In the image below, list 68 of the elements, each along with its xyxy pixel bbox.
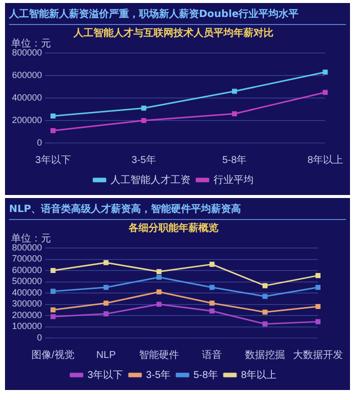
- chart-subtitle: 各细分职能年薪概览: [128, 222, 218, 234]
- point: [262, 310, 268, 315]
- point: [50, 268, 56, 274]
- legend-label: 8年以上: [240, 368, 277, 381]
- point: [50, 307, 56, 312]
- x-tick-label: 5-8年: [222, 154, 247, 166]
- chart-subtitle: 人工智能人才与互联网技术人员平均年薪对比: [72, 26, 274, 39]
- x-tick-label: NLP: [96, 350, 116, 361]
- point: [50, 314, 56, 320]
- x-tick-label: 数据挖掘: [245, 348, 286, 361]
- x-tick-label: 8年以上: [307, 154, 343, 166]
- x-tick-label: 智能硬件: [139, 348, 180, 361]
- point: [209, 284, 215, 290]
- y-axis-title: 单位：元: [11, 38, 51, 50]
- point: [209, 262, 215, 267]
- y-tick-label: 600000: [12, 70, 42, 80]
- x-tick-label: 3年以下: [35, 154, 71, 166]
- point: [232, 88, 238, 94]
- y-tick-label: 700000: [12, 254, 42, 264]
- legend-label: 行业平均: [214, 174, 254, 186]
- point: [50, 128, 56, 134]
- point: [156, 274, 162, 280]
- point: [322, 90, 328, 95]
- point: [156, 302, 162, 307]
- legend-label: 3-5年: [146, 368, 170, 381]
- point: [104, 260, 109, 266]
- x-tick-label: 图像/视觉: [32, 348, 74, 361]
- y-tick-label: 300000: [12, 298, 42, 309]
- point: [50, 113, 56, 119]
- y-tick-label: 400000: [12, 92, 42, 102]
- y-tick-label: 500000: [12, 276, 42, 286]
- y-tick-label: 800000: [12, 242, 42, 252]
- point: [104, 284, 109, 290]
- x-tick-label: 语音: [202, 348, 222, 361]
- legend-label: 5-8年: [194, 368, 218, 381]
- point: [209, 300, 215, 306]
- point: [262, 283, 268, 288]
- point: [315, 304, 321, 310]
- point: [141, 118, 146, 124]
- y-tick-label: 0: [37, 332, 42, 342]
- legend-label: 人工智能人才工资: [110, 174, 190, 186]
- point: [104, 311, 109, 316]
- y-tick-label: 100000: [12, 321, 42, 332]
- point: [209, 308, 215, 314]
- point: [50, 288, 56, 294]
- y-tick-label: 400000: [12, 287, 42, 298]
- y-tick-label: 600000: [12, 264, 42, 275]
- point: [141, 106, 146, 111]
- y-tick-label: 0: [37, 137, 42, 148]
- chart-title: NLP、语音类高级人才薪资高，智能硬件平均薪资高: [9, 202, 346, 220]
- point: [315, 284, 321, 290]
- y-tick-label: 200000: [12, 310, 42, 320]
- y-tick-label: 800000: [12, 47, 42, 58]
- point: [322, 70, 328, 75]
- point: [156, 269, 162, 274]
- x-tick-label: 3-5年: [132, 154, 156, 166]
- point: [262, 321, 268, 326]
- point: [315, 273, 321, 278]
- point: [262, 294, 268, 299]
- chart-title: 人工智能新人薪资溢价严重，职场新人薪资Double行业平均水平: [9, 7, 346, 25]
- y-tick-label: 200000: [12, 114, 42, 125]
- x-tick-label: 大数据开发: [293, 348, 343, 361]
- y-axis-title: 单位：元: [11, 232, 51, 245]
- point: [315, 319, 321, 324]
- legend-label: 3年以下: [87, 368, 124, 381]
- point: [232, 111, 238, 116]
- point: [104, 300, 109, 306]
- point: [156, 289, 162, 294]
